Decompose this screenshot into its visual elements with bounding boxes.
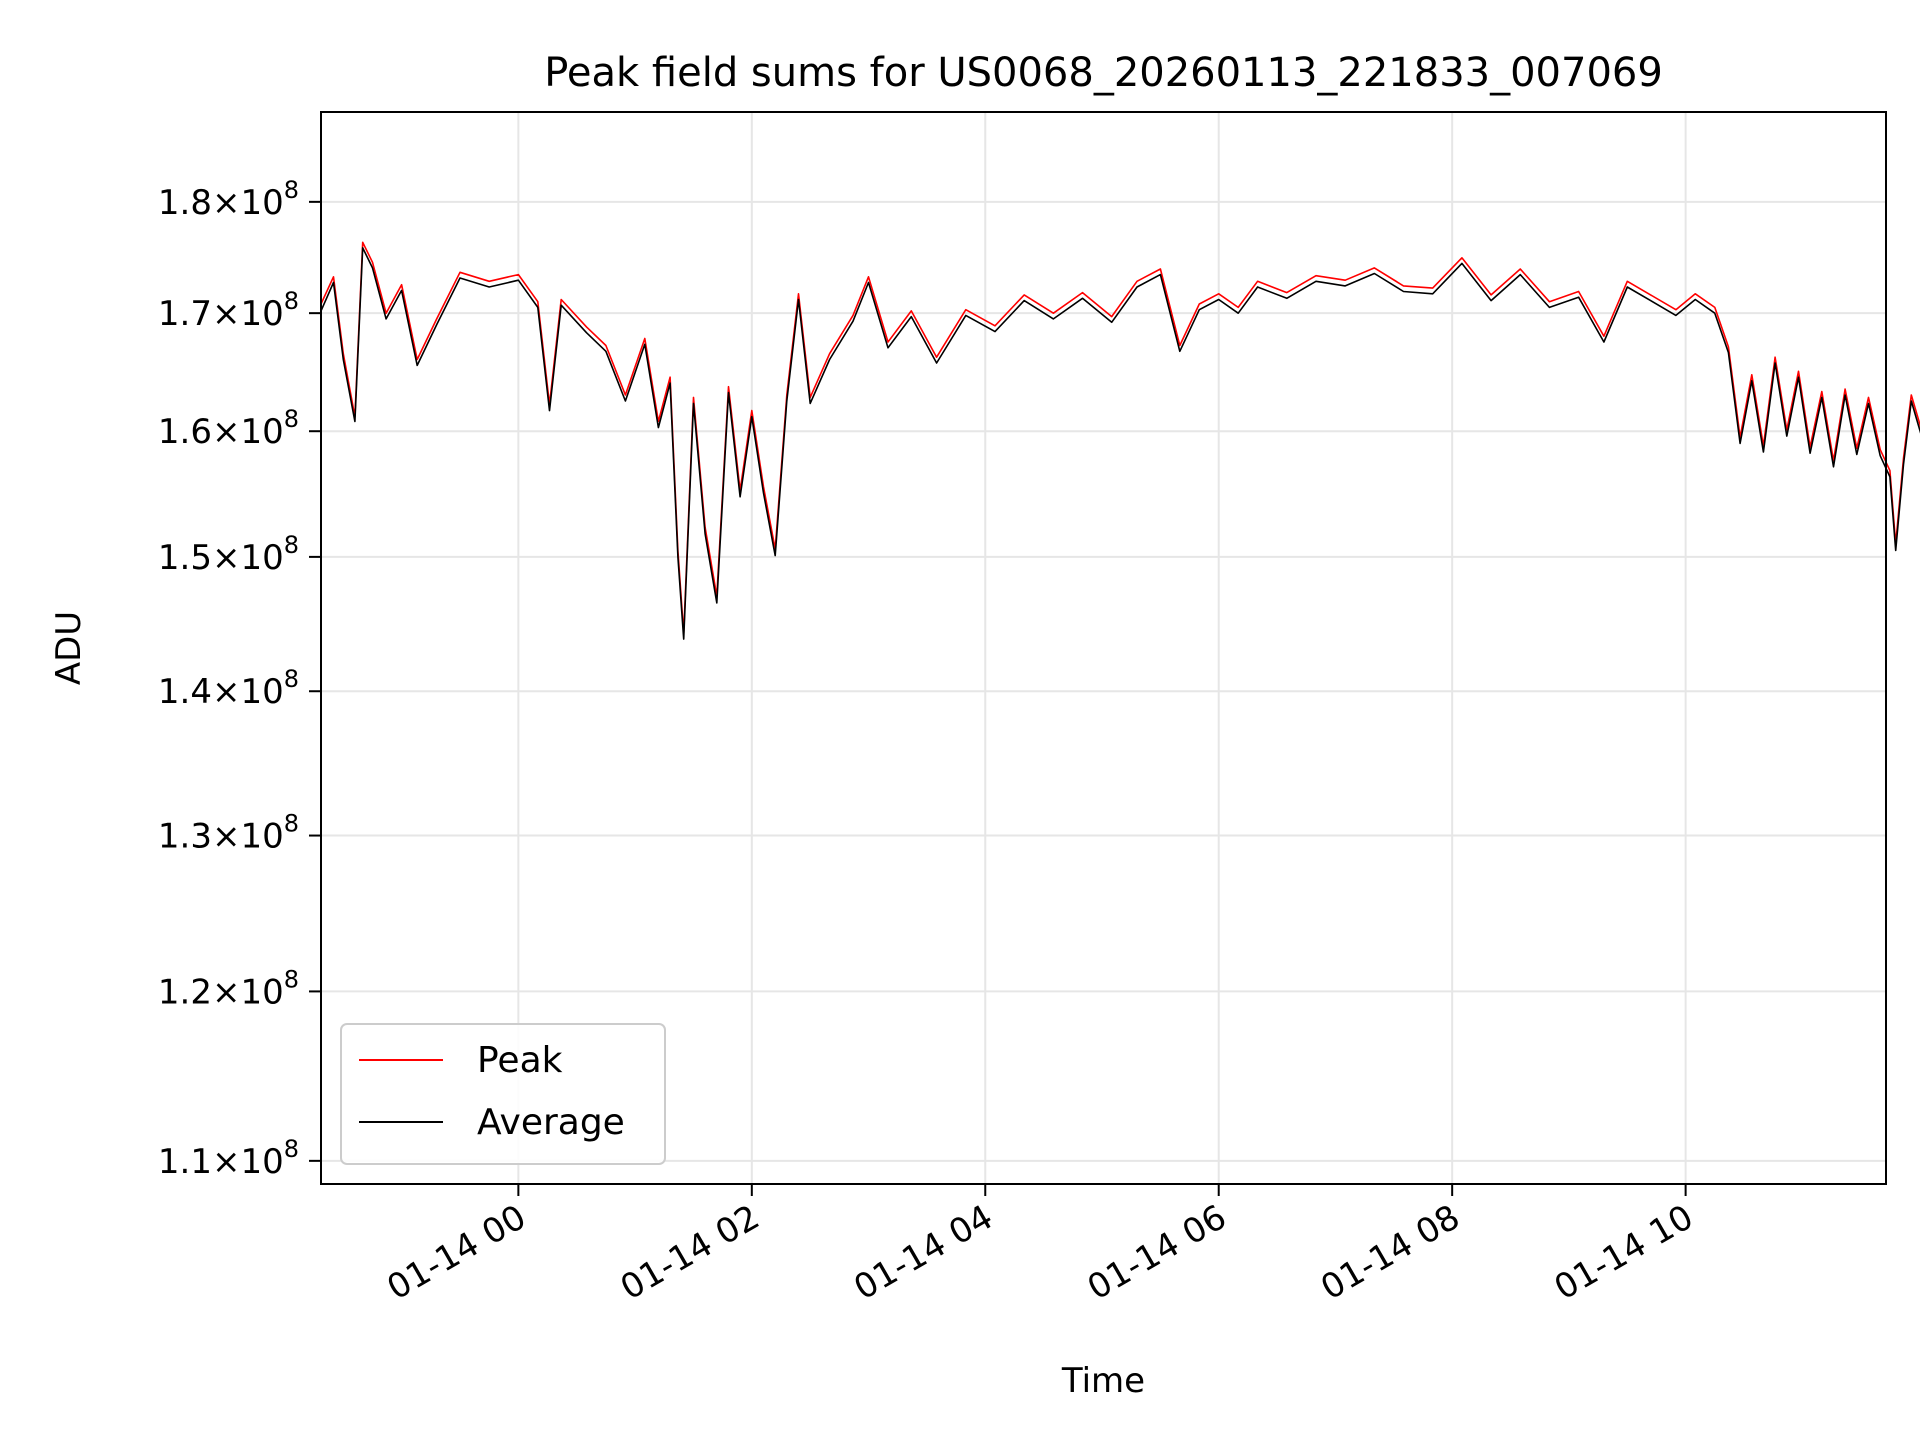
y-tick-mantissa: 1.6 bbox=[158, 412, 212, 452]
plot-frame bbox=[320, 111, 1887, 1185]
y-tick-label: 1.4×108 bbox=[158, 665, 299, 712]
y-tick-label: 1.7×108 bbox=[158, 287, 299, 334]
y-tick-exponent: 8 bbox=[284, 810, 299, 838]
legend-label-peak: Peak bbox=[477, 1040, 563, 1081]
y-tick-times: × bbox=[212, 972, 241, 1012]
y-tick-times: × bbox=[212, 1142, 241, 1182]
y-tick-label: 1.6×108 bbox=[158, 405, 299, 452]
y-tick-times: × bbox=[212, 672, 241, 712]
chart-title: Peak field sums for US0068_20260113_2218… bbox=[544, 50, 1663, 96]
y-tick-exponent: 8 bbox=[284, 287, 299, 315]
series-layer bbox=[320, 241, 1920, 640]
y-tick-base: 10 bbox=[240, 183, 283, 223]
y-tick-base: 10 bbox=[240, 538, 283, 578]
y-tick-exponent: 8 bbox=[284, 176, 299, 204]
grid-layer bbox=[321, 112, 1886, 1184]
legend: Peak Average bbox=[340, 1023, 666, 1165]
x-tick-label: 01-14 00 bbox=[380, 1197, 532, 1308]
y-tick-base: 10 bbox=[240, 294, 283, 334]
y-axis-label: ADU bbox=[49, 611, 89, 685]
y-tick-base: 10 bbox=[240, 817, 283, 857]
y-tick-base: 10 bbox=[240, 412, 283, 452]
y-tick-label: 1.3×108 bbox=[158, 810, 299, 857]
y-tick-base: 10 bbox=[240, 972, 283, 1012]
y-tick-mantissa: 1.4 bbox=[158, 672, 212, 712]
x-tick-label: 01-14 06 bbox=[1081, 1197, 1233, 1308]
y-tick-label: 1.5×108 bbox=[158, 531, 299, 578]
y-tick-label: 1.1×108 bbox=[158, 1135, 299, 1182]
y-tick-times: × bbox=[212, 183, 241, 223]
y-tick-times: × bbox=[212, 538, 241, 578]
x-tick-label: 01-14 08 bbox=[1314, 1197, 1466, 1308]
y-tick-base: 10 bbox=[240, 1142, 283, 1182]
x-tick-label: 01-14 10 bbox=[1548, 1197, 1700, 1308]
y-tick-label: 1.2×108 bbox=[158, 965, 299, 1012]
y-tick-layer: 1.1×1081.2×1081.3×1081.4×1081.5×1081.6×1… bbox=[158, 176, 321, 1182]
x-axis-label: Time bbox=[1061, 1361, 1145, 1401]
y-tick-mantissa: 1.2 bbox=[158, 972, 212, 1012]
y-tick-times: × bbox=[212, 412, 241, 452]
series-line-average bbox=[320, 247, 1920, 640]
legend-label-average: Average bbox=[477, 1102, 625, 1143]
x-tick-label: 01-14 02 bbox=[614, 1197, 766, 1308]
y-tick-exponent: 8 bbox=[284, 965, 299, 993]
y-tick-exponent: 8 bbox=[284, 405, 299, 433]
y-tick-mantissa: 1.7 bbox=[158, 294, 212, 334]
y-tick-exponent: 8 bbox=[284, 1135, 299, 1163]
y-tick-exponent: 8 bbox=[284, 665, 299, 693]
y-tick-exponent: 8 bbox=[284, 531, 299, 559]
x-tick-label: 01-14 04 bbox=[847, 1197, 999, 1308]
y-tick-base: 10 bbox=[240, 672, 283, 712]
y-tick-mantissa: 1.8 bbox=[158, 183, 212, 223]
y-tick-mantissa: 1.5 bbox=[158, 538, 212, 578]
y-tick-times: × bbox=[212, 817, 241, 857]
series-line-peak bbox=[320, 241, 1920, 635]
y-tick-label: 1.8×108 bbox=[158, 176, 299, 223]
x-tick-layer: 01-14 00 01-14 02 01-14 04 01-14 06 01-14 08… bbox=[380, 1184, 1700, 1308]
y-tick-times: × bbox=[212, 294, 241, 334]
y-tick-mantissa: 1.3 bbox=[158, 817, 212, 857]
y-tick-mantissa: 1.1 bbox=[158, 1142, 212, 1182]
